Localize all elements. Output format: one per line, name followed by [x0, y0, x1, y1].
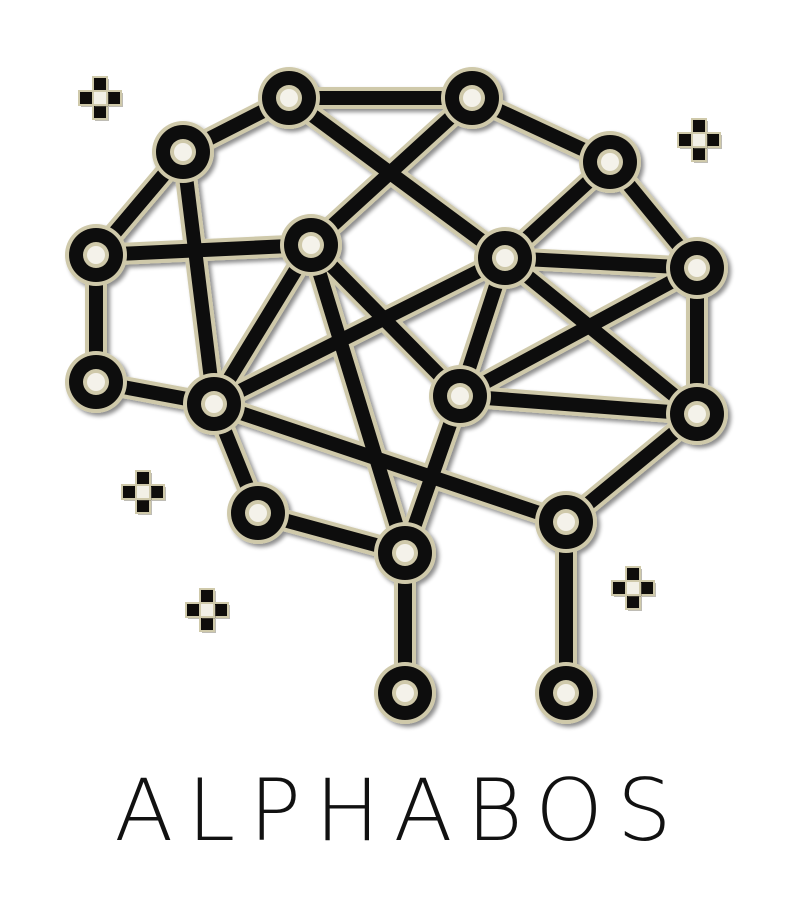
pixel-sparkle-icon — [78, 76, 123, 121]
network-nodes — [65, 67, 728, 724]
network-edge-j-f — [207, 238, 318, 411]
network-edge-c-j — [176, 145, 221, 411]
network-edge-g-l — [498, 251, 704, 421]
pixel-sparkle-icon — [611, 566, 656, 611]
network-edge-e-f — [89, 238, 318, 262]
network-node-e — [65, 224, 127, 286]
network-edge-f-n — [304, 238, 412, 560]
pixel-sparkles — [78, 76, 722, 633]
network-node-p — [374, 662, 436, 724]
network-node-c — [152, 121, 214, 183]
network-node-n — [374, 522, 436, 584]
network-edge-b-f — [304, 91, 479, 252]
network-node-l — [666, 383, 728, 445]
network-edge-k-l — [453, 389, 704, 421]
network-node-i — [65, 351, 127, 413]
brand-wordmark: ALPHABOS — [114, 761, 685, 861]
network-node-d — [579, 131, 641, 193]
pixel-sparkle-icon — [185, 588, 230, 633]
network-node-m — [227, 482, 289, 544]
network-edge-j-o — [207, 397, 573, 529]
network-edge-g-h — [498, 251, 704, 275]
network-node-o — [535, 491, 597, 553]
pixel-sparkle-icon — [121, 470, 166, 515]
network-node-k — [429, 365, 491, 427]
network-node-h — [666, 237, 728, 299]
network-node-q — [535, 662, 597, 724]
network-edge-a-g — [282, 91, 512, 265]
network-node-g — [474, 227, 536, 289]
network-edge-k-h — [453, 261, 704, 403]
network-node-j — [183, 373, 245, 435]
pixel-sparkle-icon — [677, 118, 722, 163]
network-node-f — [280, 214, 342, 276]
network-node-b — [441, 67, 503, 129]
brain-network-icon — [65, 67, 728, 724]
brand-name: ALPHABOS — [114, 761, 685, 861]
network-edge-j-g — [207, 251, 512, 411]
network-node-a — [258, 67, 320, 129]
